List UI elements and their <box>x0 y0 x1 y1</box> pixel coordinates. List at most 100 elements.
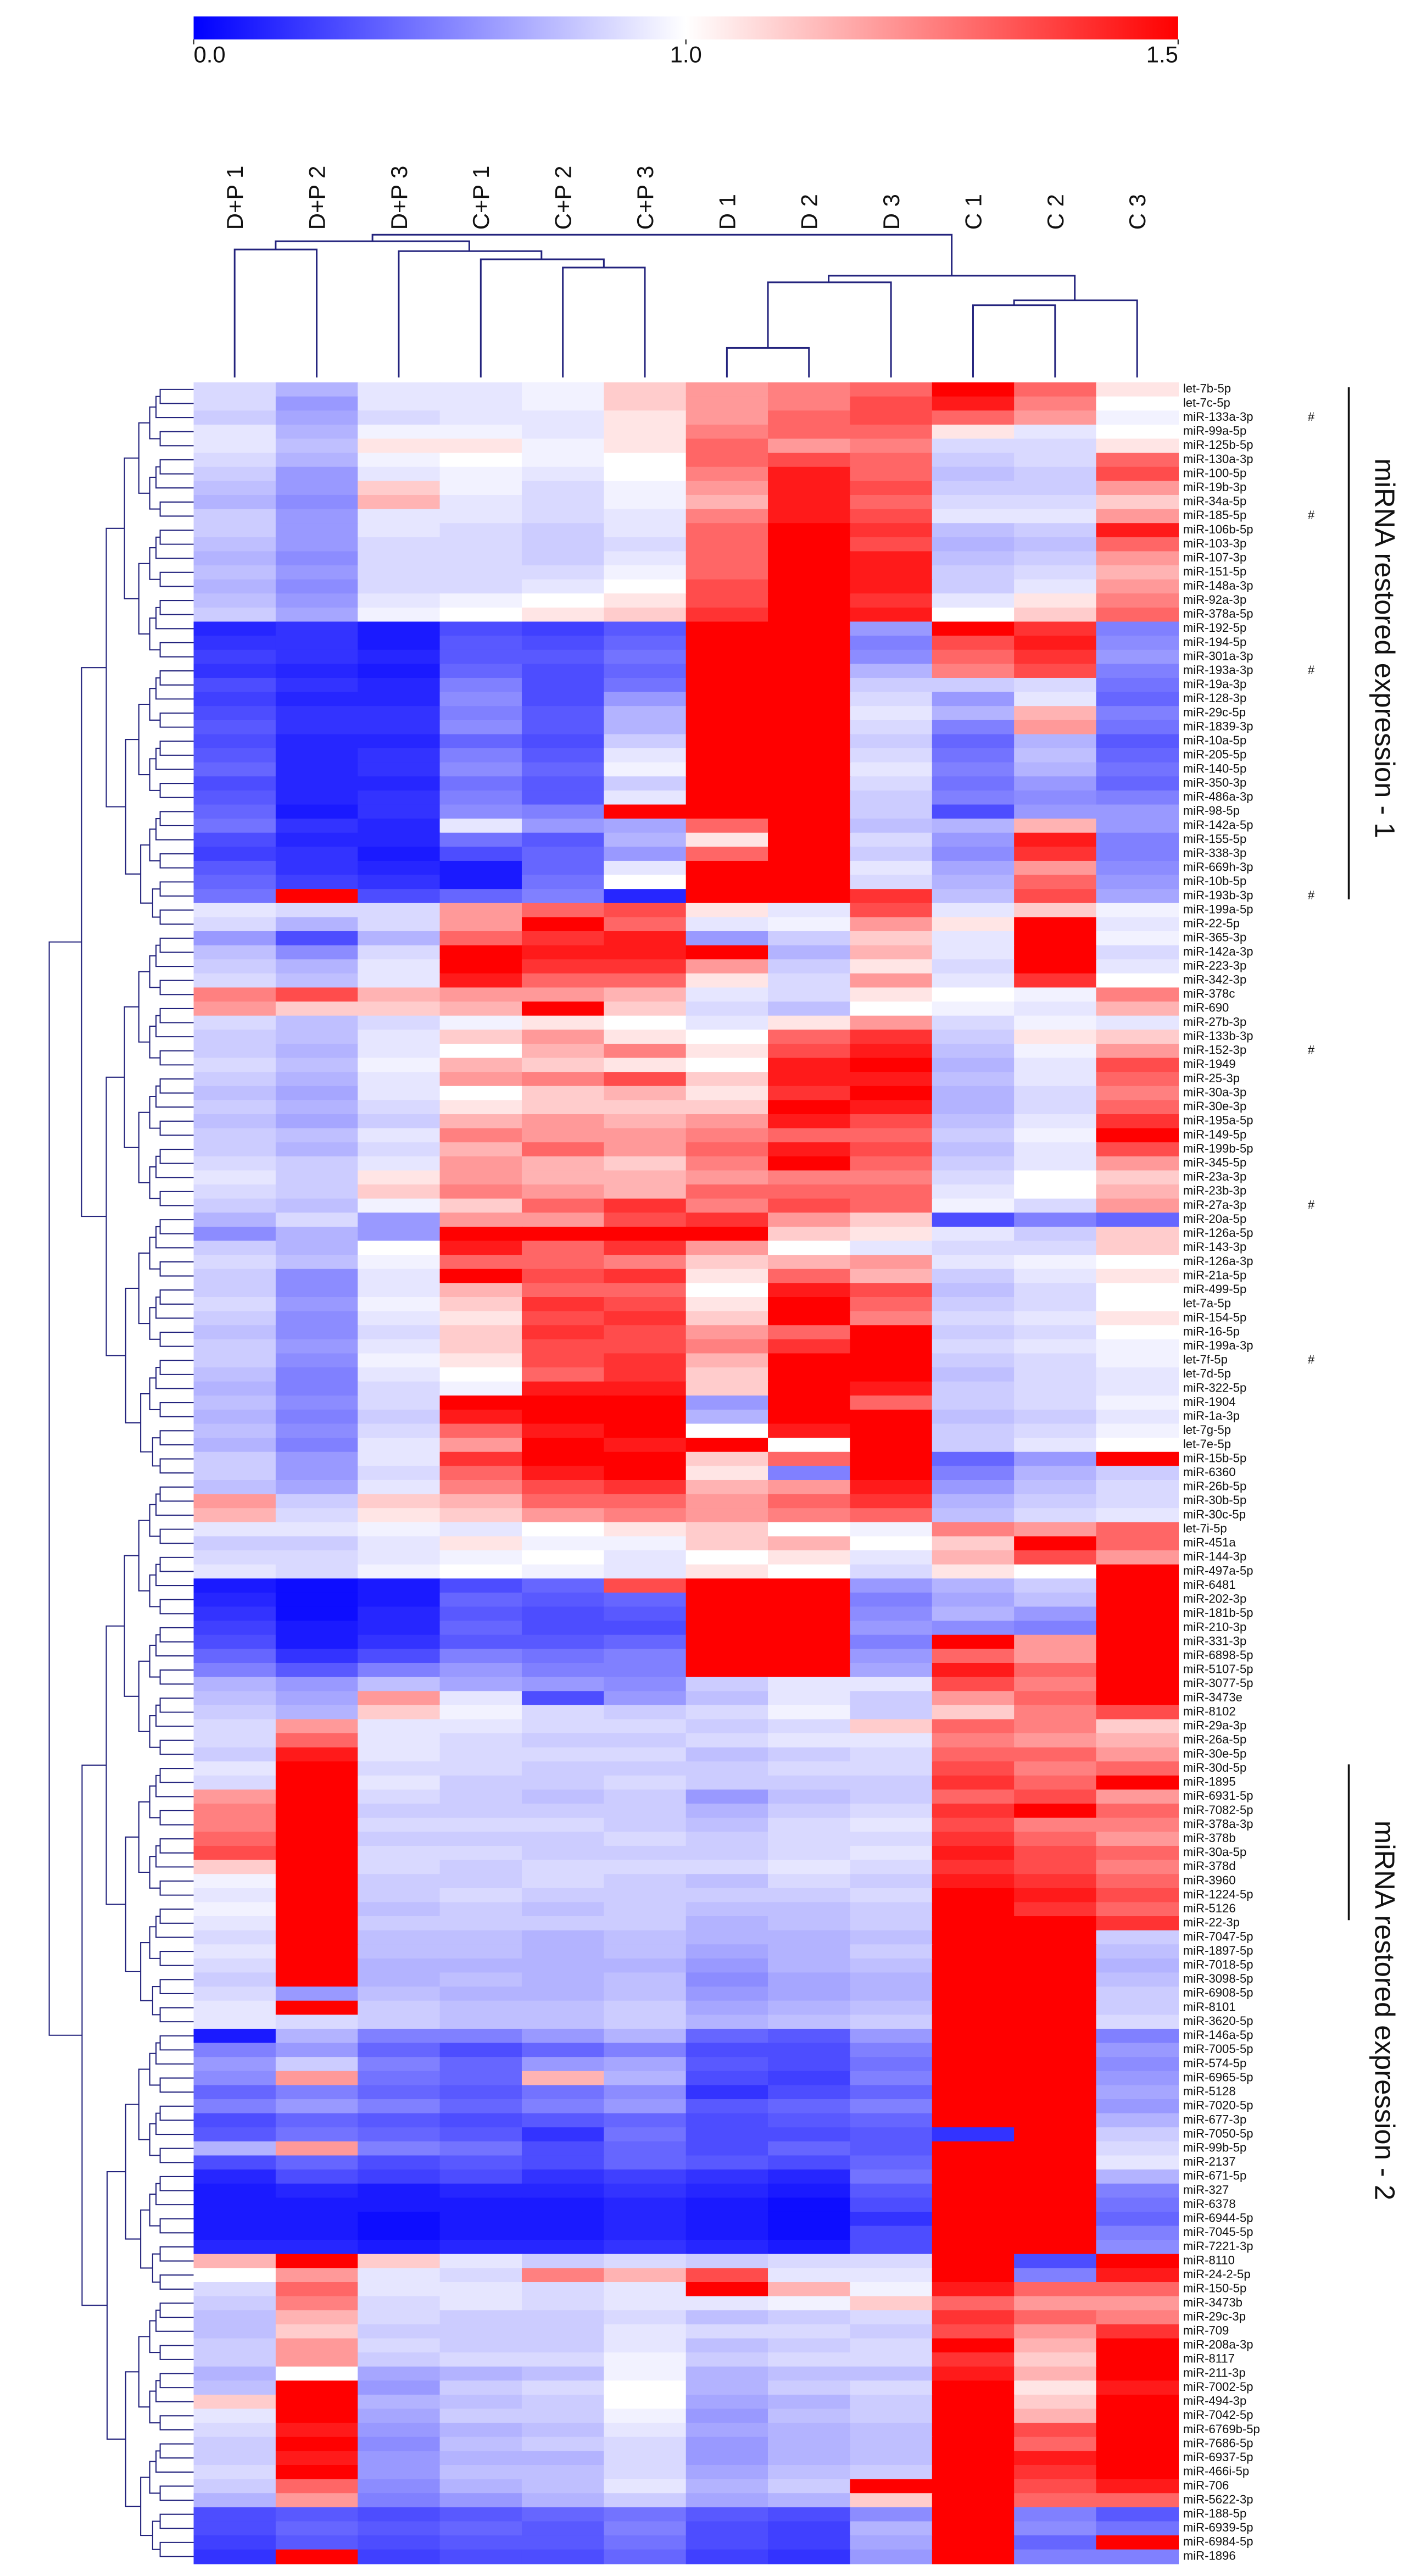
heatmap-cell <box>358 2493 441 2508</box>
heatmap-cell <box>768 424 851 439</box>
heatmap-cell <box>358 1761 441 1777</box>
heatmap-cell <box>686 748 769 763</box>
heatmap-cell <box>521 2282 605 2297</box>
dendrogram-branch <box>155 944 194 967</box>
heatmap-cell <box>193 1536 277 1551</box>
heatmap-cell <box>932 565 1015 580</box>
heatmap-cell <box>1096 889 1179 904</box>
heatmap-cell <box>521 917 605 932</box>
heatmap-cell <box>275 424 359 439</box>
heatmap-cell <box>358 621 441 637</box>
heatmap-cell <box>604 2183 687 2199</box>
dendrogram-branch <box>155 677 194 700</box>
heatmap-cell <box>604 494 687 510</box>
heatmap-cell <box>1014 1888 1097 1903</box>
heatmap-cell <box>604 523 687 538</box>
heatmap-cell <box>604 847 687 862</box>
dendrogram-branch <box>159 600 194 615</box>
heatmap-cell <box>1014 1114 1097 1129</box>
dendrogram-branch <box>159 712 194 728</box>
heatmap-cell <box>604 790 687 805</box>
heatmap-cell <box>604 987 687 1003</box>
heatmap-cell <box>193 2493 277 2508</box>
heatmap-cell <box>768 1578 851 1594</box>
heatmap-cell <box>1014 776 1097 792</box>
heatmap-cell <box>604 1634 687 1650</box>
heatmap-cell <box>686 1634 769 1650</box>
heatmap-cell <box>275 453 359 468</box>
row-label: miR-338-3p <box>1183 846 1246 860</box>
heatmap-cell <box>521 1634 605 1650</box>
heatmap-cell <box>604 2197 687 2213</box>
heatmap-cell <box>1096 579 1179 594</box>
heatmap-cell <box>193 1240 277 1256</box>
heatmap-cell <box>932 2408 1015 2424</box>
heatmap-cell <box>686 1930 769 1945</box>
heatmap-cell <box>768 1353 851 1368</box>
heatmap-cell <box>686 2282 769 2297</box>
dendrogram-branch <box>149 476 160 510</box>
row-flag: # <box>1308 663 1315 677</box>
dendrogram-branch <box>159 2147 194 2163</box>
heatmap-cell <box>604 804 687 820</box>
heatmap-cell <box>1096 1662 1179 1678</box>
heatmap-cell <box>358 2521 441 2536</box>
heatmap-cell <box>686 1015 769 1031</box>
heatmap-cell <box>439 2394 523 2410</box>
heatmap-cell <box>521 875 605 890</box>
heatmap-cell <box>686 2521 769 2536</box>
heatmap-cell <box>275 1958 359 1973</box>
heatmap-cell <box>521 2549 605 2564</box>
heatmap-cell <box>1014 1381 1097 1397</box>
heatmap-cell <box>521 2338 605 2354</box>
heatmap-cell <box>686 1536 769 1551</box>
heatmap-cell <box>193 720 277 735</box>
row-label: miR-327 <box>1183 2183 1229 2196</box>
heatmap-cell <box>768 734 851 749</box>
heatmap-cell <box>1096 987 1179 1003</box>
heatmap-cell <box>604 1015 687 1031</box>
heatmap-cell <box>358 1423 441 1439</box>
heatmap-cell <box>439 1649 523 1664</box>
heatmap-cell <box>768 2183 851 2199</box>
heatmap-cell <box>1096 1747 1179 1762</box>
dendrogram-branch <box>138 2336 150 2408</box>
heatmap-cell <box>686 1311 769 1326</box>
heatmap-cell <box>768 847 851 862</box>
heatmap-cell <box>850 664 933 679</box>
heatmap-cell <box>932 1508 1015 1523</box>
heatmap-cell <box>850 1226 933 1242</box>
heatmap-cell <box>439 1114 523 1129</box>
heatmap-cell <box>1014 1142 1097 1158</box>
heatmap-cell <box>275 677 359 693</box>
heatmap-cell <box>275 2099 359 2114</box>
heatmap-cell <box>358 1832 441 1847</box>
row-label: miR-29a-3p <box>1183 1718 1246 1732</box>
heatmap-cell <box>358 2366 441 2382</box>
heatmap-cell <box>439 2071 523 2086</box>
heatmap-cell <box>1096 1789 1179 1805</box>
row-label: miR-7020-5p <box>1183 2099 1253 2112</box>
dendrogram-branch <box>149 1237 160 1270</box>
heatmap-cell <box>521 2211 605 2227</box>
row-label: miR-7002-5p <box>1183 2380 1253 2394</box>
heatmap-cell <box>521 2296 605 2311</box>
heatmap-cell <box>686 832 769 848</box>
row-label: miR-8101 <box>1183 2000 1236 2013</box>
heatmap-cell <box>275 2479 359 2494</box>
heatmap-cell <box>439 396 523 411</box>
heatmap-cell <box>850 2071 933 2086</box>
heatmap-cell <box>604 593 687 609</box>
row-label: miR-2137 <box>1183 2155 1236 2168</box>
heatmap-cell <box>1096 917 1179 932</box>
heatmap-cell <box>850 453 933 468</box>
heatmap-cell <box>439 2226 523 2241</box>
heatmap-cell <box>1096 1311 1179 1326</box>
heatmap-cell <box>1014 1691 1097 1706</box>
heatmap-cell <box>768 1832 851 1847</box>
heatmap-cell <box>604 1072 687 1087</box>
heatmap-cell <box>1014 1128 1097 1143</box>
heatmap-cell <box>604 1479 687 1495</box>
heatmap-cell <box>275 2169 359 2184</box>
heatmap-cell <box>932 453 1015 468</box>
